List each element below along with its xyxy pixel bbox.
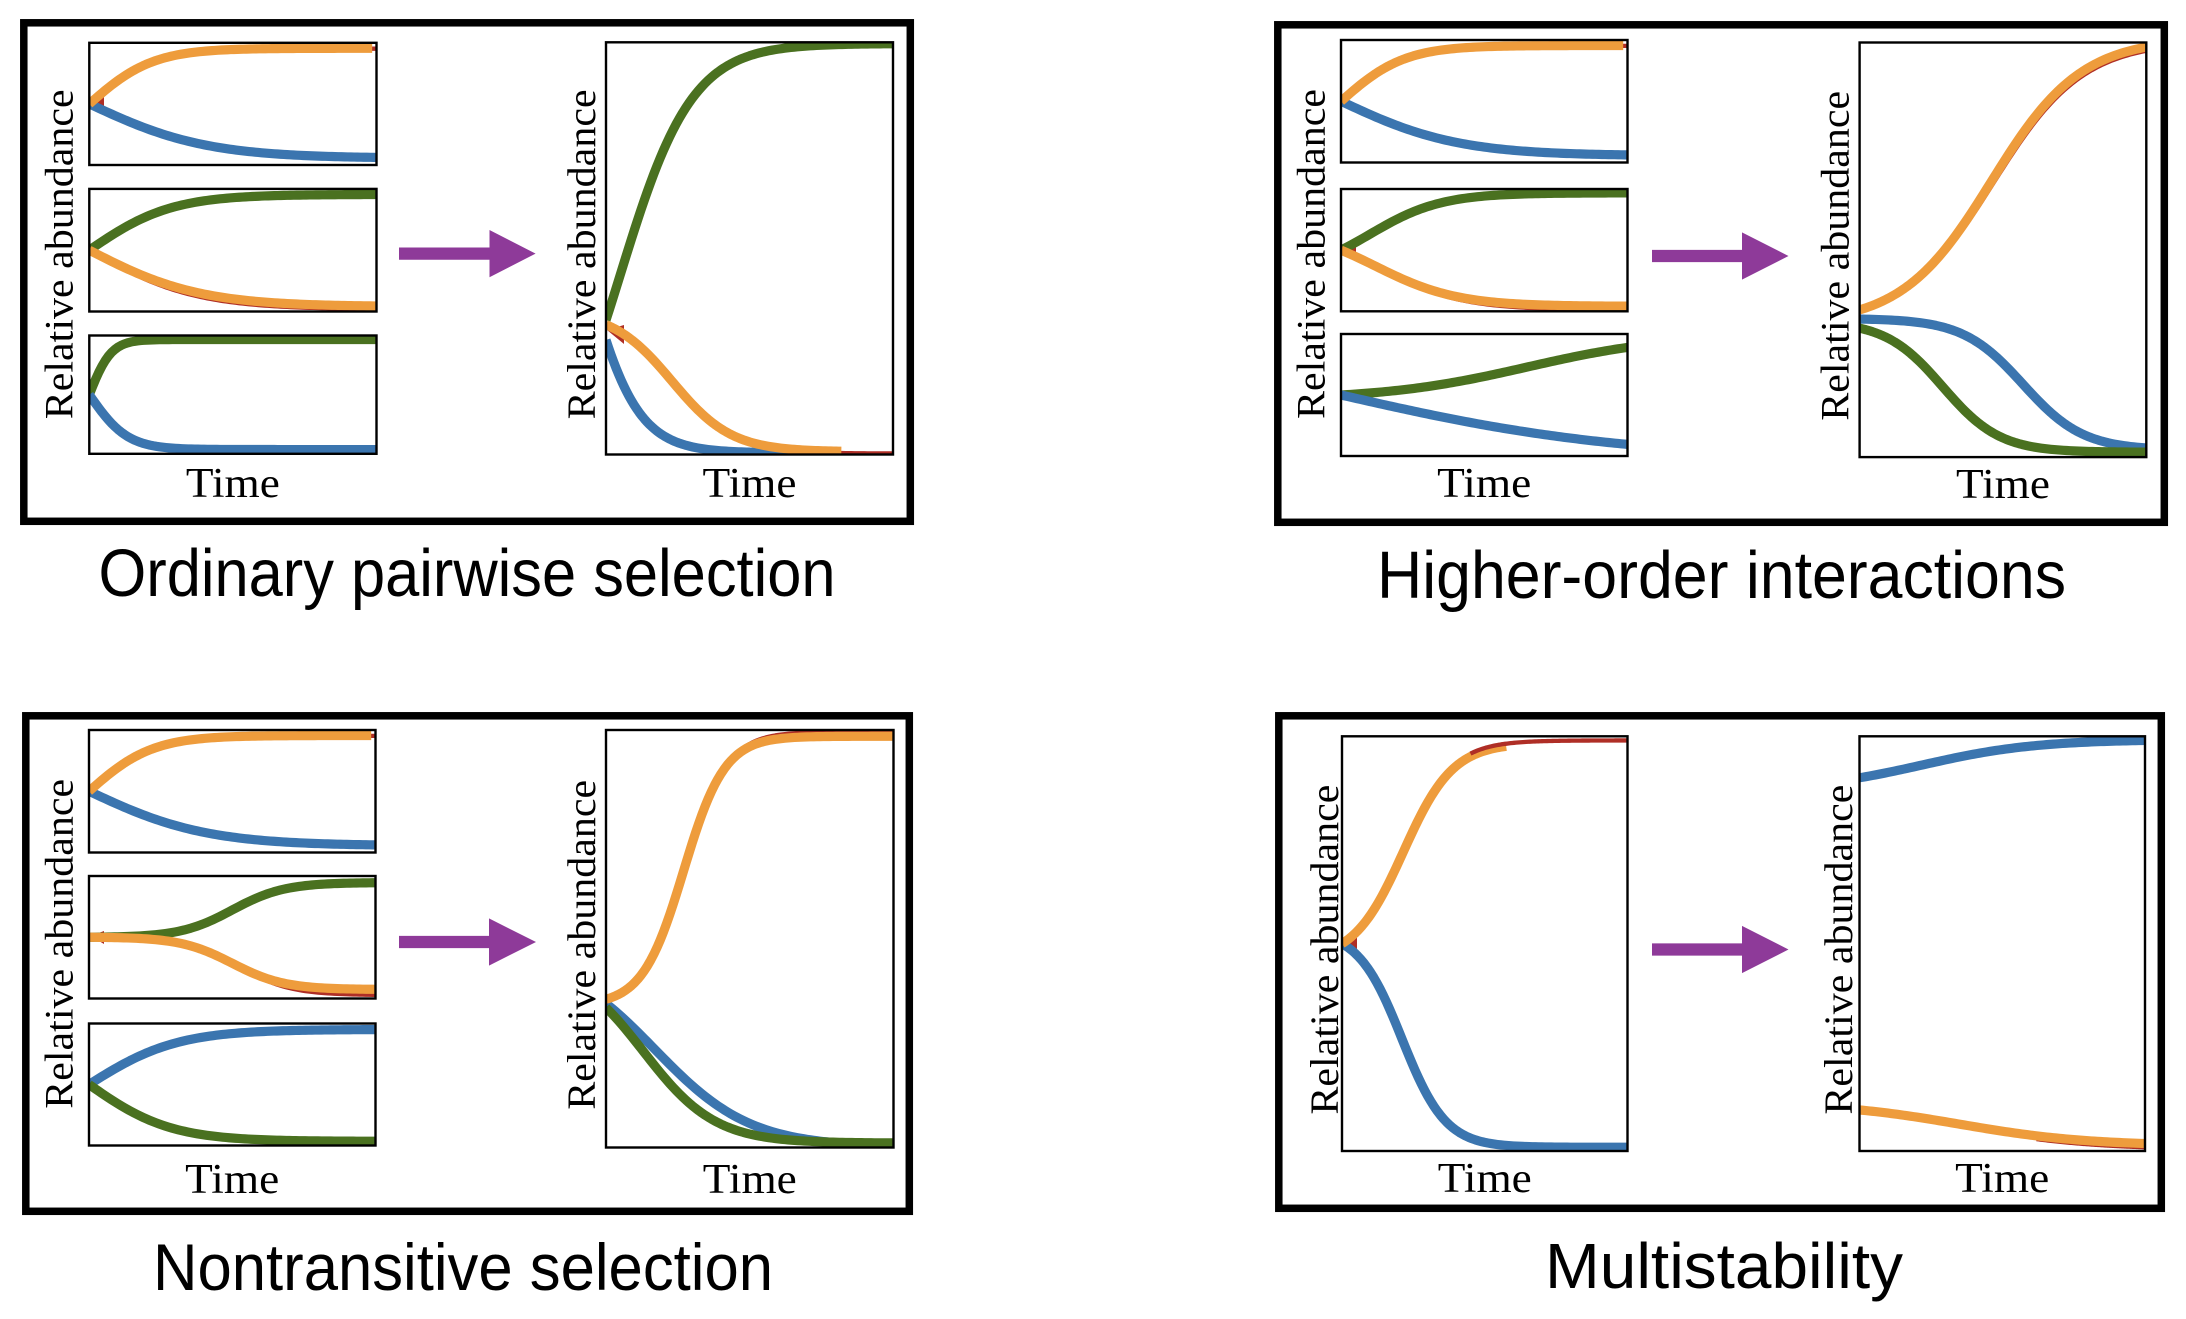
svg-text:Time: Time: [186, 461, 280, 507]
svg-text:Relative abundance: Relative abundance: [1289, 89, 1334, 419]
svg-text:Relative abundance: Relative abundance: [1816, 785, 1861, 1115]
svg-text:Relative abundance: Relative abundance: [559, 780, 604, 1110]
svg-text:Time: Time: [703, 1157, 797, 1203]
svg-text:Time: Time: [185, 1157, 279, 1203]
svg-text:Time: Time: [703, 461, 797, 507]
svg-text:Time: Time: [1437, 461, 1531, 507]
svg-text:Relative abundance: Relative abundance: [1813, 91, 1858, 421]
svg-text:Relative abundance: Relative abundance: [37, 89, 82, 419]
svg-text:Time: Time: [1956, 462, 2050, 508]
svg-text:Relative abundance: Relative abundance: [37, 779, 82, 1109]
svg-text:Multistability: Multistability: [1545, 1230, 1903, 1302]
svg-text:Higher-order interactions: Higher-order interactions: [1377, 538, 2066, 613]
svg-text:Time: Time: [1955, 1156, 2049, 1202]
svg-text:Nontransitive selection: Nontransitive selection: [153, 1230, 773, 1304]
svg-text:Ordinary pairwise selection: Ordinary pairwise selection: [99, 536, 836, 611]
svg-text:Relative abundance: Relative abundance: [559, 89, 604, 419]
svg-text:Relative abundance: Relative abundance: [1302, 785, 1347, 1115]
svg-text:Time: Time: [1438, 1156, 1532, 1202]
